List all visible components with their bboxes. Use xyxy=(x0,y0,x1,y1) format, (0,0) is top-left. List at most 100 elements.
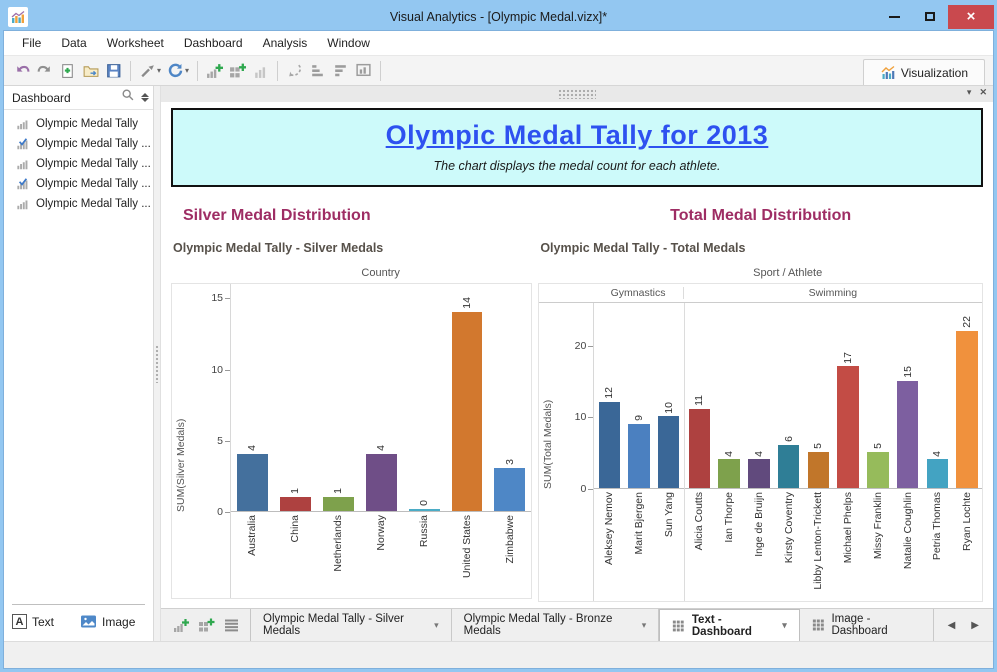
highlight-button[interactable] xyxy=(283,60,306,81)
bar-aleksey-nemov[interactable] xyxy=(598,402,620,488)
bar-sun-yang[interactable] xyxy=(658,416,680,488)
bar-united-states[interactable] xyxy=(451,311,483,511)
visualization-tab[interactable]: Visualization xyxy=(862,59,985,85)
menu-worksheet[interactable]: Worksheet xyxy=(106,36,164,50)
redo-button[interactable] xyxy=(33,60,56,81)
menu-analysis[interactable]: Analysis xyxy=(262,36,308,50)
bar-libby-lenton-trickett[interactable] xyxy=(807,452,830,488)
bar-marit-bjergen[interactable] xyxy=(628,423,650,488)
duplicate-worksheet-button[interactable] xyxy=(249,60,272,81)
save-button[interactable] xyxy=(102,60,125,81)
menu-dashboard[interactable]: Dashboard xyxy=(183,36,243,50)
undo-button[interactable] xyxy=(10,60,33,81)
total-section-heading: Total Medal Distribution xyxy=(670,207,852,224)
widget-close-icon[interactable]: ✕ xyxy=(979,87,987,97)
category-label-cell: Petria Thomas xyxy=(923,489,953,601)
bar-ryan-lochte[interactable] xyxy=(956,330,978,488)
add-image-button[interactable]: Image xyxy=(80,614,135,629)
sort-toggle-icon[interactable] xyxy=(141,93,149,102)
bar-inge-de-bruijn[interactable] xyxy=(748,459,770,488)
bar-ian-thorpe[interactable] xyxy=(718,459,740,488)
sheet-tab-0[interactable]: Olympic Medal Tally - Silver Medals ▾ xyxy=(251,609,452,641)
sheet-tab-3[interactable]: Image - Dashboard xyxy=(799,609,934,641)
category-label: Libby Lenton-Trickett xyxy=(812,492,825,590)
presentation-button[interactable] xyxy=(352,60,375,81)
bar-michael-phelps[interactable] xyxy=(837,366,859,488)
plot-area: 4 1 1 4 0 14 3 xyxy=(231,284,532,512)
bar-australia[interactable] xyxy=(237,454,268,511)
bar-russia[interactable] xyxy=(408,509,440,511)
category-label: Russia xyxy=(418,515,431,548)
tab-scroll-right-button[interactable]: ▶ xyxy=(965,618,985,633)
category-labels: Alicia Coutts Ian Thorpe Inge de Bruijn Kir… xyxy=(685,489,982,601)
new-file-button[interactable] xyxy=(56,60,79,81)
menu-data[interactable]: Data xyxy=(61,36,87,50)
bar-china[interactable] xyxy=(279,496,311,511)
category-label: Missy Franklin xyxy=(871,492,884,560)
sidebar-item-0[interactable]: Olympic Medal Tally xyxy=(4,114,153,134)
new-worksheet-button[interactable] xyxy=(173,617,190,633)
add-text-label: Text xyxy=(32,614,55,629)
bar-netherlands[interactable] xyxy=(322,496,354,511)
bar-column: 1 xyxy=(274,488,317,511)
menu-file[interactable]: File xyxy=(22,36,42,50)
widget-drag-handle[interactable] xyxy=(558,89,596,99)
add-text-button[interactable]: A Text xyxy=(12,614,54,629)
visualization-label: Visualization xyxy=(900,65,968,80)
category-label-cell: Netherlands xyxy=(317,512,360,598)
close-button[interactable]: × xyxy=(948,4,994,29)
search-icon[interactable] xyxy=(121,88,135,107)
group-header-swimming: Swimming xyxy=(682,287,982,299)
bar-kirsty-coventry[interactable] xyxy=(777,445,800,488)
bar-column: 10 xyxy=(654,402,684,488)
banner-subtitle: The chart displays the medal count for e… xyxy=(433,159,721,173)
widget-menu-icon[interactable]: ▾ xyxy=(966,87,972,97)
category-label: Michael Phelps xyxy=(842,492,855,564)
tab-dropdown-icon[interactable]: ▾ xyxy=(434,619,439,630)
sheet-tab-1[interactable]: Olympic Medal Tally - Bronze Medals ▾ xyxy=(451,609,660,641)
sheet-tab-2[interactable]: Text - Dashboard ▾ xyxy=(659,609,800,641)
title-bar[interactable]: Visual Analytics - [Olympic Medal.vizx]*… xyxy=(3,3,994,30)
visualization-icon xyxy=(881,65,895,79)
bar-petria-thomas[interactable] xyxy=(926,459,949,488)
sheet-list-button[interactable] xyxy=(223,617,240,633)
sidebar-item-3[interactable]: Olympic Medal Tally ... xyxy=(4,174,153,194)
bar-norway[interactable] xyxy=(365,454,397,511)
y-axis: SUM(Silver Medals) 0 5 10 15 xyxy=(172,284,230,598)
category-label-cell: Natalie Coughlin xyxy=(893,489,923,601)
bar-natalie-coughlin[interactable] xyxy=(896,380,919,488)
new-dashboard-button[interactable] xyxy=(198,617,215,633)
dropdown-caret-icon: ▾ xyxy=(157,66,162,75)
new-dashboard-button[interactable] xyxy=(226,60,249,81)
plot-area: 11 4 4 6 5 17 5 15 4 22 xyxy=(684,303,982,489)
sidebar-item-4[interactable]: Olympic Medal Tally ... xyxy=(4,194,153,214)
sheet-tab-label: Olympic Medal Tally - Bronze Medals xyxy=(463,613,613,637)
plot-area: 12 9 10 xyxy=(594,303,684,489)
sheet-tab-label: Image - Dashboard xyxy=(831,613,888,637)
bar-missy-franklin[interactable] xyxy=(867,452,889,488)
maximize-button[interactable] xyxy=(912,5,948,29)
sidebar-item-2[interactable]: Olympic Medal Tally ... xyxy=(4,154,153,174)
format-painter-button[interactable]: ▾ xyxy=(136,60,164,81)
refresh-button[interactable]: ▾ xyxy=(164,60,192,81)
category-label-cell: Norway xyxy=(360,512,403,598)
panel-splitter[interactable] xyxy=(154,86,161,641)
silver-medals-chart: Country SUM(Silver Medals) 0 5 10 15 4 1 1 4 0 14 3 A… xyxy=(171,267,533,599)
sort-descending-button[interactable] xyxy=(329,60,352,81)
chart-plain-icon xyxy=(17,160,28,170)
tab-scroll-left-button[interactable]: ◀ xyxy=(942,618,962,633)
tab-dropdown-icon[interactable]: ▾ xyxy=(782,620,787,630)
sort-ascending-button[interactable] xyxy=(306,60,329,81)
open-button[interactable] xyxy=(79,60,102,81)
category-label: Alicia Coutts xyxy=(693,492,706,551)
bar-zimbabwe[interactable] xyxy=(494,468,526,511)
dashboard-canvas: ▾ ✕ Olympic Medal Tally for 2013 The cha… xyxy=(161,86,993,608)
new-worksheet-button[interactable] xyxy=(203,60,226,81)
tab-dropdown-icon[interactable]: ▾ xyxy=(641,619,647,630)
minimize-button[interactable] xyxy=(876,5,912,29)
y-tick-label: 10 xyxy=(211,363,230,376)
menu-window[interactable]: Window xyxy=(327,36,370,50)
open-icon xyxy=(83,66,99,77)
bar-alicia-coutts[interactable] xyxy=(688,409,711,488)
sidebar-item-1[interactable]: Olympic Medal Tally ... xyxy=(4,134,153,154)
